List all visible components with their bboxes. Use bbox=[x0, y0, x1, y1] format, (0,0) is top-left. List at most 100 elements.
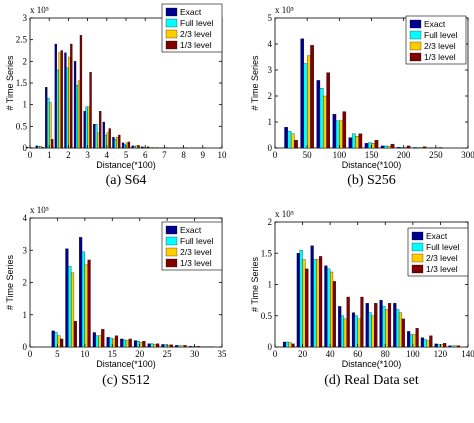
x-tick-label: 2 bbox=[66, 150, 71, 160]
bar-exact bbox=[380, 145, 385, 149]
legend-entry: 1/3 level bbox=[424, 52, 456, 62]
bar-1-3-level bbox=[99, 111, 102, 149]
bar-full-level bbox=[133, 146, 136, 149]
bar-full-level bbox=[368, 142, 372, 149]
y-tick-label: 1 bbox=[268, 280, 273, 290]
bar-2-3-level bbox=[97, 132, 100, 149]
y-axis-label: # Time Series bbox=[5, 55, 15, 111]
bar-2-3-level bbox=[180, 345, 184, 348]
bar-1-3-level bbox=[360, 296, 364, 348]
bar-1-3-level bbox=[118, 134, 121, 149]
bar-exact bbox=[147, 343, 151, 348]
bar-exact bbox=[396, 147, 401, 149]
legend-swatch bbox=[165, 40, 178, 50]
x-tick-label: 100 bbox=[406, 349, 420, 359]
bar-1-3-level bbox=[326, 72, 330, 149]
bar-1-3-level bbox=[415, 328, 419, 348]
bar-exact bbox=[413, 147, 417, 149]
x-tick-label: 1 bbox=[47, 150, 52, 160]
x-tick-label: 6 bbox=[143, 150, 148, 160]
bar-2-3-level bbox=[385, 309, 389, 348]
legend-entry: Full level bbox=[424, 30, 458, 40]
bar-2-3-level bbox=[84, 264, 88, 348]
bar-1-3-level bbox=[183, 345, 187, 348]
bar-exact bbox=[120, 338, 124, 348]
bar-exact bbox=[106, 337, 110, 348]
legend-entry: Full level bbox=[426, 242, 460, 252]
bar-1-3-level bbox=[73, 321, 77, 348]
bar-full-level bbox=[81, 251, 86, 348]
bar-exact bbox=[310, 245, 314, 348]
bar-exact bbox=[51, 330, 55, 348]
legend-swatch bbox=[411, 231, 424, 241]
bar-1-3-level bbox=[310, 45, 314, 149]
bar-full-level bbox=[303, 63, 308, 149]
bar-full-level bbox=[409, 334, 414, 348]
bar-1-3-level bbox=[294, 140, 298, 149]
legend-swatch bbox=[165, 258, 178, 268]
bar-2-3-level bbox=[387, 146, 392, 149]
bar-2-3-level bbox=[357, 318, 361, 348]
bar-exact bbox=[175, 345, 179, 348]
bar-exact bbox=[407, 331, 411, 348]
bar-full-level bbox=[95, 335, 99, 348]
legend-swatch bbox=[165, 225, 178, 235]
y-tick-label: 2.5 bbox=[16, 35, 28, 45]
bar-1-3-level bbox=[342, 111, 347, 149]
bar-1-3-level bbox=[332, 281, 336, 348]
bar-full-level bbox=[396, 309, 400, 348]
y-tick-label: 1 bbox=[268, 117, 273, 127]
bar-2-3-level bbox=[323, 95, 327, 149]
bar-2-3-level bbox=[329, 271, 334, 348]
bar-full-level bbox=[109, 337, 113, 348]
y-tick-label: 3 bbox=[23, 245, 28, 255]
bar-2-3-level bbox=[125, 340, 129, 348]
legend-swatch bbox=[411, 264, 424, 274]
bar-exact bbox=[296, 253, 300, 348]
bar-full-level bbox=[382, 306, 386, 348]
x-tick-label: 35 bbox=[218, 349, 228, 359]
panel-caption: (b) S256 bbox=[347, 173, 396, 188]
bar-exact bbox=[131, 145, 134, 149]
bar-exact bbox=[35, 145, 38, 149]
x-tick-label: 60 bbox=[353, 349, 363, 359]
bar-1-3-level bbox=[60, 338, 64, 348]
legend-swatch bbox=[165, 29, 178, 39]
bar-full-level bbox=[47, 98, 50, 149]
panel-caption: (a) S64 bbox=[106, 173, 147, 188]
y-tick-label: 0.5 bbox=[16, 121, 28, 131]
bar-1-3-level bbox=[374, 303, 378, 348]
x-tick-label: 15 bbox=[108, 349, 118, 359]
y-tick-label: 1.5 bbox=[16, 78, 28, 88]
bar-1-3-level bbox=[51, 139, 54, 149]
bar-2-3-level bbox=[135, 145, 138, 149]
bar-exact bbox=[93, 124, 96, 149]
y-tick-label: 2 bbox=[268, 91, 273, 101]
bar-1-3-level bbox=[346, 296, 350, 348]
bar-2-3-level bbox=[68, 56, 71, 149]
y-tick-label: 3 bbox=[268, 65, 273, 75]
bar-1-3-level bbox=[406, 145, 411, 149]
bar-full-level bbox=[95, 124, 98, 149]
bar-full-level bbox=[85, 106, 88, 149]
bar-2-3-level bbox=[419, 147, 424, 149]
y-tick-label: 0 bbox=[268, 342, 273, 352]
x-tick-label: 80 bbox=[381, 349, 391, 359]
bar-full-level bbox=[319, 88, 324, 149]
bar-2-3-level bbox=[139, 342, 143, 348]
x-tick-label: 7 bbox=[162, 150, 167, 160]
bar-exact bbox=[65, 248, 69, 348]
bar-1-3-level bbox=[127, 141, 131, 149]
y-tick-label: 4 bbox=[268, 39, 273, 49]
x-tick-label: 5 bbox=[124, 150, 129, 160]
bar-1-3-level bbox=[101, 329, 105, 348]
bar-full-level bbox=[177, 345, 182, 348]
legend-swatch bbox=[409, 19, 422, 29]
bar-exact bbox=[112, 137, 115, 149]
x-axis-label: Distance(*100) bbox=[96, 359, 156, 369]
bar-exact bbox=[284, 127, 288, 149]
legend-entry: 2/3 level bbox=[424, 41, 456, 51]
bar-exact bbox=[300, 38, 305, 149]
